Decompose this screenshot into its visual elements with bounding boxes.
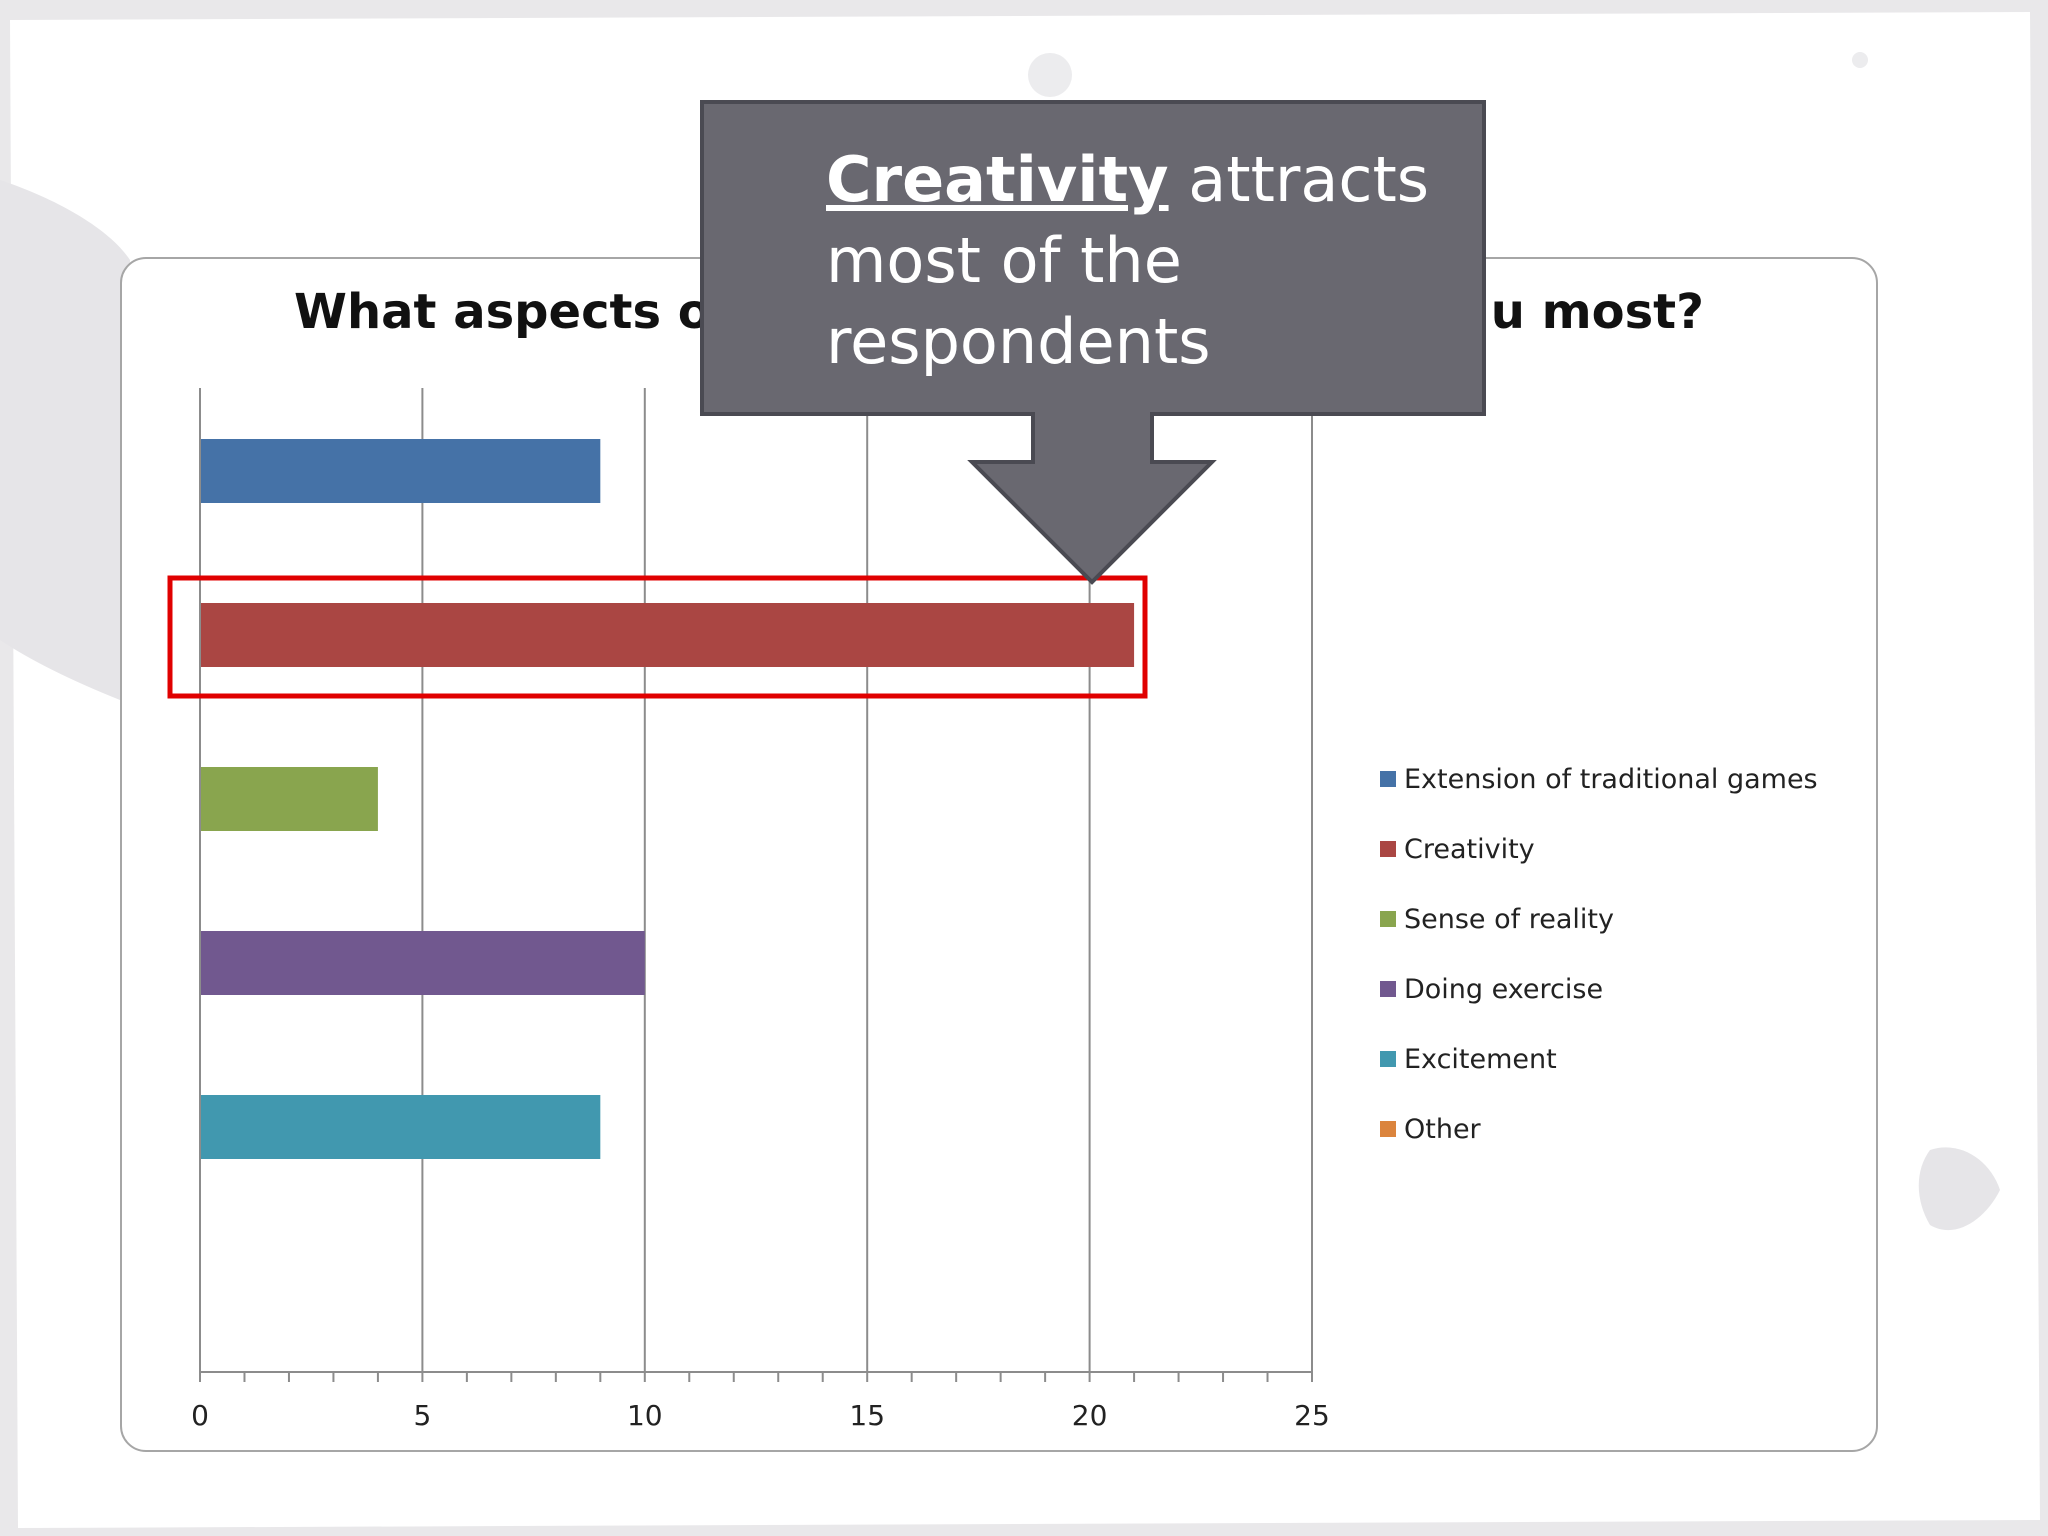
legend-item: Extension of traditional games — [1380, 744, 1818, 814]
x-tick-label-5: 25 — [1294, 1399, 1330, 1432]
legend-label: Sense of reality — [1404, 903, 1614, 935]
legend-swatch — [1380, 771, 1396, 787]
legend-item: Other — [1380, 1094, 1818, 1164]
highlight-box — [167, 575, 1148, 699]
callout-keyword: Creativity — [826, 143, 1169, 216]
legend-label: Extension of traditional games — [1404, 763, 1818, 795]
legend-swatch — [1380, 1051, 1396, 1067]
callout-box: Creativity attracts most of the responde… — [700, 100, 1486, 416]
chart-legend: Extension of traditional games Creativity… — [1380, 744, 1818, 1164]
x-tick-label-4: 20 — [1072, 1399, 1108, 1432]
x-tick-label-3: 15 — [849, 1399, 885, 1432]
callout-message: attracts most of the respondents — [826, 143, 1430, 378]
x-tick-label-0: 0 — [191, 1399, 209, 1432]
bar-creativity — [201, 603, 1135, 667]
legend-item: Excitement — [1380, 1024, 1818, 1094]
legend-swatch — [1380, 911, 1396, 927]
legend-label: Excitement — [1404, 1043, 1557, 1075]
chart-title-end: u most? — [1490, 284, 1704, 340]
bar-excitement — [201, 1095, 601, 1159]
legend-label: Doing exercise — [1404, 973, 1604, 1005]
bar-extension-of-traditional-games — [201, 439, 601, 503]
bar-doing-exercise — [201, 931, 645, 995]
chart-title: What aspects o u most? — [120, 284, 1878, 340]
legend-label: Other — [1404, 1113, 1481, 1145]
x-tick-label-1: 5 — [413, 1399, 431, 1432]
legend-swatch — [1380, 1121, 1396, 1137]
chart-title-start: What aspects o — [294, 284, 711, 340]
legend-swatch — [1380, 981, 1396, 997]
legend-item: Doing exercise — [1380, 954, 1818, 1024]
legend-item: Creativity — [1380, 814, 1818, 884]
legend-label: Creativity — [1404, 833, 1535, 865]
x-tick-label-2: 10 — [627, 1399, 663, 1432]
bar-sense-of-reality — [201, 767, 378, 831]
callout-text: Creativity attracts most of the responde… — [826, 139, 1466, 382]
legend-item: Sense of reality — [1380, 884, 1818, 954]
legend-swatch — [1380, 841, 1396, 857]
